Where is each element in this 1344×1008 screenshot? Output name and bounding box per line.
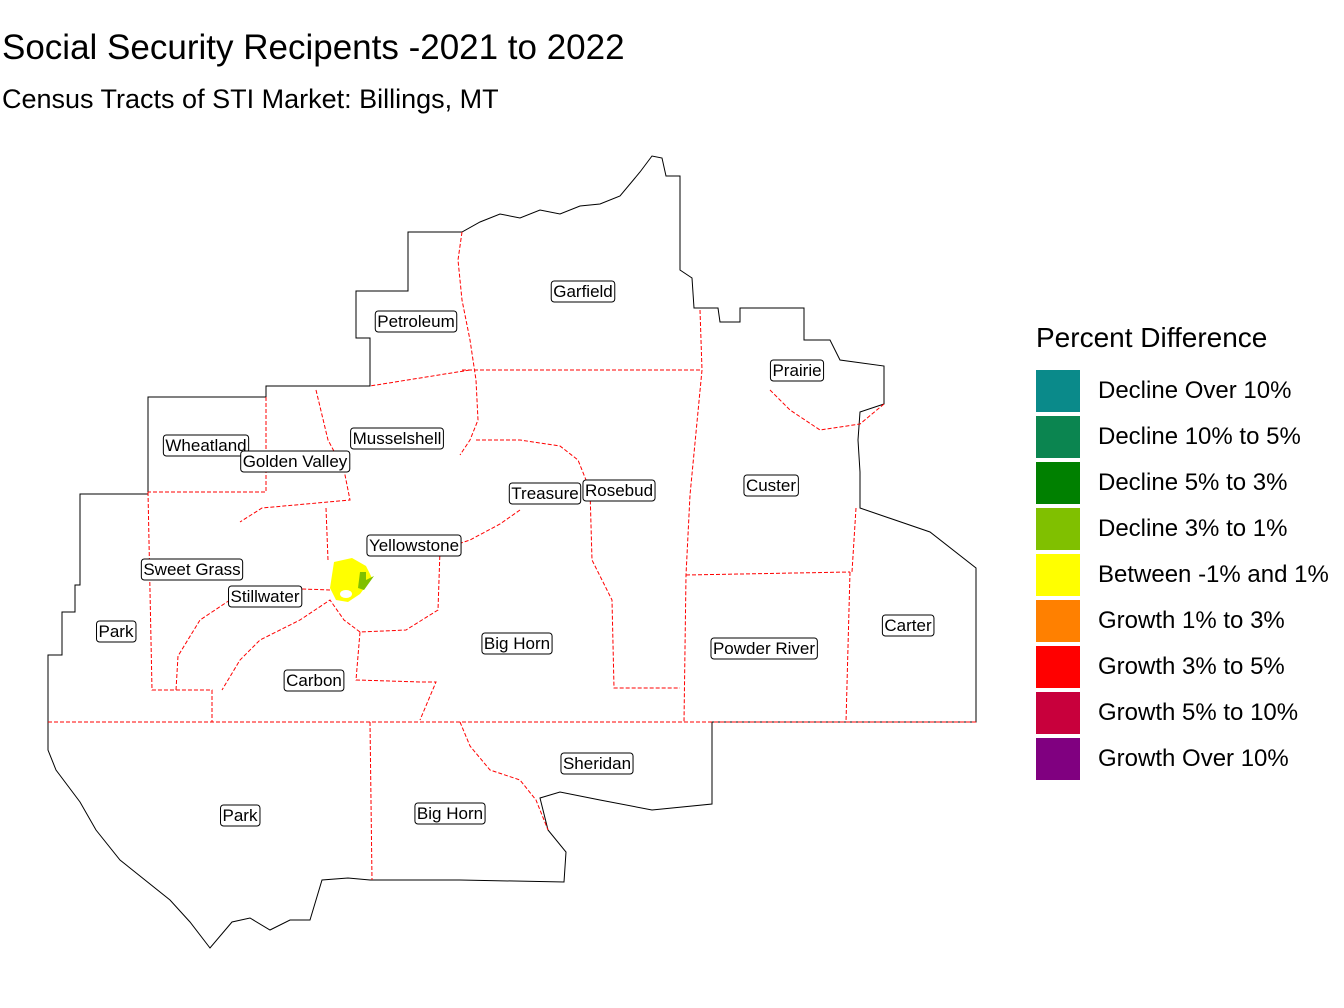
legend-item: Decline 5% to 3% xyxy=(1036,460,1329,506)
county-label-box xyxy=(710,637,818,660)
county-label: Musselshell xyxy=(350,427,444,450)
county-label: Park xyxy=(96,620,137,643)
county-label: Big Horn xyxy=(414,802,486,825)
county-label-text: Garfield xyxy=(553,282,613,301)
county-label: Prairie xyxy=(769,359,825,382)
county-label-box xyxy=(283,669,345,692)
county-label-text: Big Horn xyxy=(484,634,550,653)
county-label-box xyxy=(481,632,553,655)
legend-swatch xyxy=(1036,646,1080,688)
legend-swatch xyxy=(1036,692,1080,734)
billings-tract-green xyxy=(358,572,374,590)
legend-label: Growth Over 10% xyxy=(1098,745,1289,772)
county-label-box xyxy=(374,310,458,333)
county-label-text: Sweet Grass xyxy=(143,560,240,579)
county-label-box xyxy=(228,585,303,608)
legend-item: Between -1% and 1% xyxy=(1036,552,1329,598)
county-label: Golden Valley xyxy=(240,450,351,473)
county-label-text: Carbon xyxy=(286,671,342,690)
county-label-box xyxy=(140,558,244,581)
billings-tract-yellow xyxy=(330,558,372,602)
county-label-text: Sheridan xyxy=(563,754,631,773)
legend-label: Decline 3% to 1% xyxy=(1098,515,1288,542)
market-outline xyxy=(47,155,977,949)
county-label-text: Powder River xyxy=(713,639,815,658)
county-label: Garfield xyxy=(550,280,616,303)
county-label-text: Golden Valley xyxy=(243,452,348,471)
map-title: Social Security Recipents -2021 to 2022 xyxy=(2,28,625,67)
county-label-box xyxy=(582,479,656,502)
legend-item: Decline Over 10% xyxy=(1036,368,1329,414)
legend-item: Decline 10% to 5% xyxy=(1036,414,1329,460)
county-label-box xyxy=(508,482,582,505)
county-label: Stillwater xyxy=(228,585,303,608)
legend-item: Growth 1% to 3% xyxy=(1036,598,1329,644)
county-label-box xyxy=(414,802,486,825)
county-label-box xyxy=(366,534,462,557)
county-label-text: Wheatland xyxy=(165,436,246,455)
county-label-box xyxy=(550,280,616,303)
legend-label: Decline Over 10% xyxy=(1098,377,1292,404)
county-label-box xyxy=(743,474,799,497)
county-label-box xyxy=(162,434,250,457)
county-label-text: Prairie xyxy=(772,361,821,380)
legend-swatch xyxy=(1036,554,1080,596)
legend-label: Growth 1% to 3% xyxy=(1098,607,1285,634)
legend-swatch xyxy=(1036,462,1080,504)
county-label: Rosebud xyxy=(582,479,656,502)
county-label: Sheridan xyxy=(560,752,634,775)
county-label-text: Big Horn xyxy=(417,804,483,823)
county-label-text: Yellowstone xyxy=(369,536,459,555)
county-label-text: Musselshell xyxy=(353,429,442,448)
county-label: Carter xyxy=(881,614,935,637)
legend-label: Growth 3% to 5% xyxy=(1098,653,1285,680)
legend-swatch xyxy=(1036,508,1080,550)
legend-label: Decline 10% to 5% xyxy=(1098,423,1301,450)
county-label-box xyxy=(881,614,935,637)
legend-item: Decline 3% to 1% xyxy=(1036,506,1329,552)
county-label: Park xyxy=(220,804,261,827)
county-label-box xyxy=(350,427,444,450)
county-label-box xyxy=(769,359,825,382)
county-label: Powder River xyxy=(710,637,818,660)
county-label: Carbon xyxy=(283,669,345,692)
county-label: Yellowstone xyxy=(366,534,462,557)
county-label-box xyxy=(220,804,261,827)
county-labels: Garfield Petroleum Prairie WheatlandGolden … xyxy=(96,280,935,827)
county-label-box xyxy=(96,620,137,643)
county-label: Petroleum xyxy=(374,310,458,333)
county-label-text: Rosebud xyxy=(585,481,653,500)
county-label-text: Petroleum xyxy=(377,312,454,331)
county-label: Custer xyxy=(743,474,799,497)
county-label-box xyxy=(240,450,351,473)
legend-item: Growth 5% to 10% xyxy=(1036,690,1329,736)
county-label: Sweet Grass xyxy=(140,558,244,581)
county-label: Treasure xyxy=(508,482,582,505)
county-borders xyxy=(48,231,976,881)
county-label-text: Carter xyxy=(884,616,932,635)
legend-label: Decline 5% to 3% xyxy=(1098,469,1288,496)
legend-item: Growth Over 10% xyxy=(1036,736,1329,782)
county-label-text: Treasure xyxy=(511,484,578,503)
legend-title: Percent Difference xyxy=(1036,322,1268,353)
county-label-text: Custer xyxy=(746,476,796,495)
county-label: Big Horn xyxy=(481,632,553,655)
county-label-text: Park xyxy=(99,622,134,641)
county-label-text: Park xyxy=(223,806,258,825)
legend-swatch xyxy=(1036,600,1080,642)
legend-label: Between -1% and 1% xyxy=(1098,561,1329,588)
billings-tract-gap xyxy=(340,590,352,598)
legend-label: Growth 5% to 10% xyxy=(1098,699,1299,726)
county-label-box xyxy=(560,752,634,775)
legend-swatch xyxy=(1036,416,1080,458)
map-subtitle: Census Tracts of STI Market: Billings, M… xyxy=(2,84,499,114)
census-tract-map: Garfield Petroleum Prairie WheatlandGolden … xyxy=(47,155,977,949)
county-label-text: Stillwater xyxy=(231,587,300,606)
legend-item: Growth 3% to 5% xyxy=(1036,644,1329,690)
legend: Percent Difference Decline Over 10% Decl… xyxy=(1036,320,1329,782)
legend-swatch xyxy=(1036,738,1080,780)
county-label: Wheatland xyxy=(162,434,250,457)
legend-swatch xyxy=(1036,370,1080,412)
